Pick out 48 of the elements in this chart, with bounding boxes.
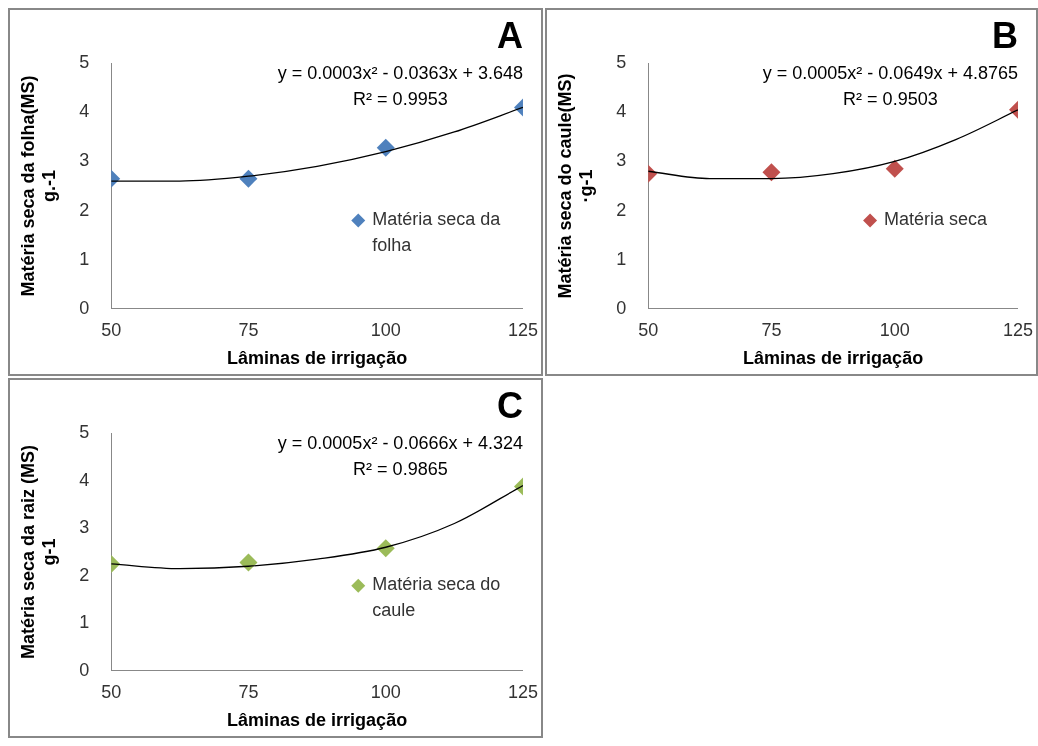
y-tick-label: 1	[616, 248, 627, 269]
x-tick-label: 50	[101, 319, 122, 340]
x-tick-label: 125	[507, 319, 539, 340]
y-tick-label: 5	[79, 422, 90, 443]
x-tick-label: 75	[238, 681, 259, 702]
y-tick-label: 2	[79, 564, 90, 585]
y-tick-label: 4	[79, 469, 90, 490]
y-tick-label: 5	[616, 52, 627, 73]
annotation: y = 0.0003x² - 0.0363x + 3.648	[277, 63, 523, 84]
legend-label: Matéria seca	[884, 208, 989, 229]
y-axis-title: Matéria seca da folha(MS) g.-1	[17, 75, 60, 297]
y-axis-title: Matéria seca do caule(MS) ·g-1	[554, 73, 597, 299]
annotation: y = 0.0005x² - 0.0649x + 4.8765	[762, 63, 1018, 84]
y-tick-label: 1	[79, 248, 90, 269]
annotation: y = 0.0005x² - 0.0666x + 4.324	[277, 433, 523, 454]
y-tick-label: 2	[616, 199, 627, 220]
y-axis-title: Matéria seca da raiz (MS) g-1	[17, 444, 60, 660]
y-tick-label: 1	[79, 612, 90, 633]
y-tick-label: 4	[616, 101, 627, 122]
x-tick-label: 100	[370, 681, 401, 702]
legend-label: Matéria seca do caule	[372, 573, 501, 620]
annotation: R² = 0.9503	[843, 89, 938, 110]
y-tick-label: 0	[616, 297, 627, 318]
x-tick-label: 100	[879, 319, 910, 340]
y-tick-label: 4	[79, 101, 90, 122]
x-tick-label: 75	[761, 319, 782, 340]
chart-title: A	[497, 14, 523, 56]
x-tick-label: 125	[1002, 319, 1034, 340]
legend-label: Matéria seca da folha	[372, 208, 502, 255]
annotation: R² = 0.9865	[353, 459, 448, 480]
x-tick-label: 75	[238, 319, 259, 340]
x-axis-title: Lâminas de irrigação	[227, 710, 408, 731]
y-tick-label: 3	[79, 517, 90, 538]
x-tick-label: 50	[638, 319, 659, 340]
y-tick-label: 5	[79, 52, 90, 73]
annotation: R² = 0.9953	[353, 89, 448, 110]
y-tick-label: 3	[616, 150, 627, 171]
x-tick-label: 125	[507, 681, 539, 702]
x-tick-label: 50	[101, 681, 122, 702]
y-tick-label: 2	[79, 199, 90, 220]
y-tick-label: 0	[79, 297, 90, 318]
chart-title: B	[992, 14, 1018, 56]
x-tick-label: 100	[370, 319, 401, 340]
y-tick-label: 3	[79, 150, 90, 171]
x-axis-title: Lâminas de irrigação	[743, 348, 924, 369]
y-tick-label: 0	[79, 659, 90, 680]
chart-title: C	[497, 384, 523, 426]
x-axis-title: Lâminas de irrigação	[227, 348, 408, 369]
